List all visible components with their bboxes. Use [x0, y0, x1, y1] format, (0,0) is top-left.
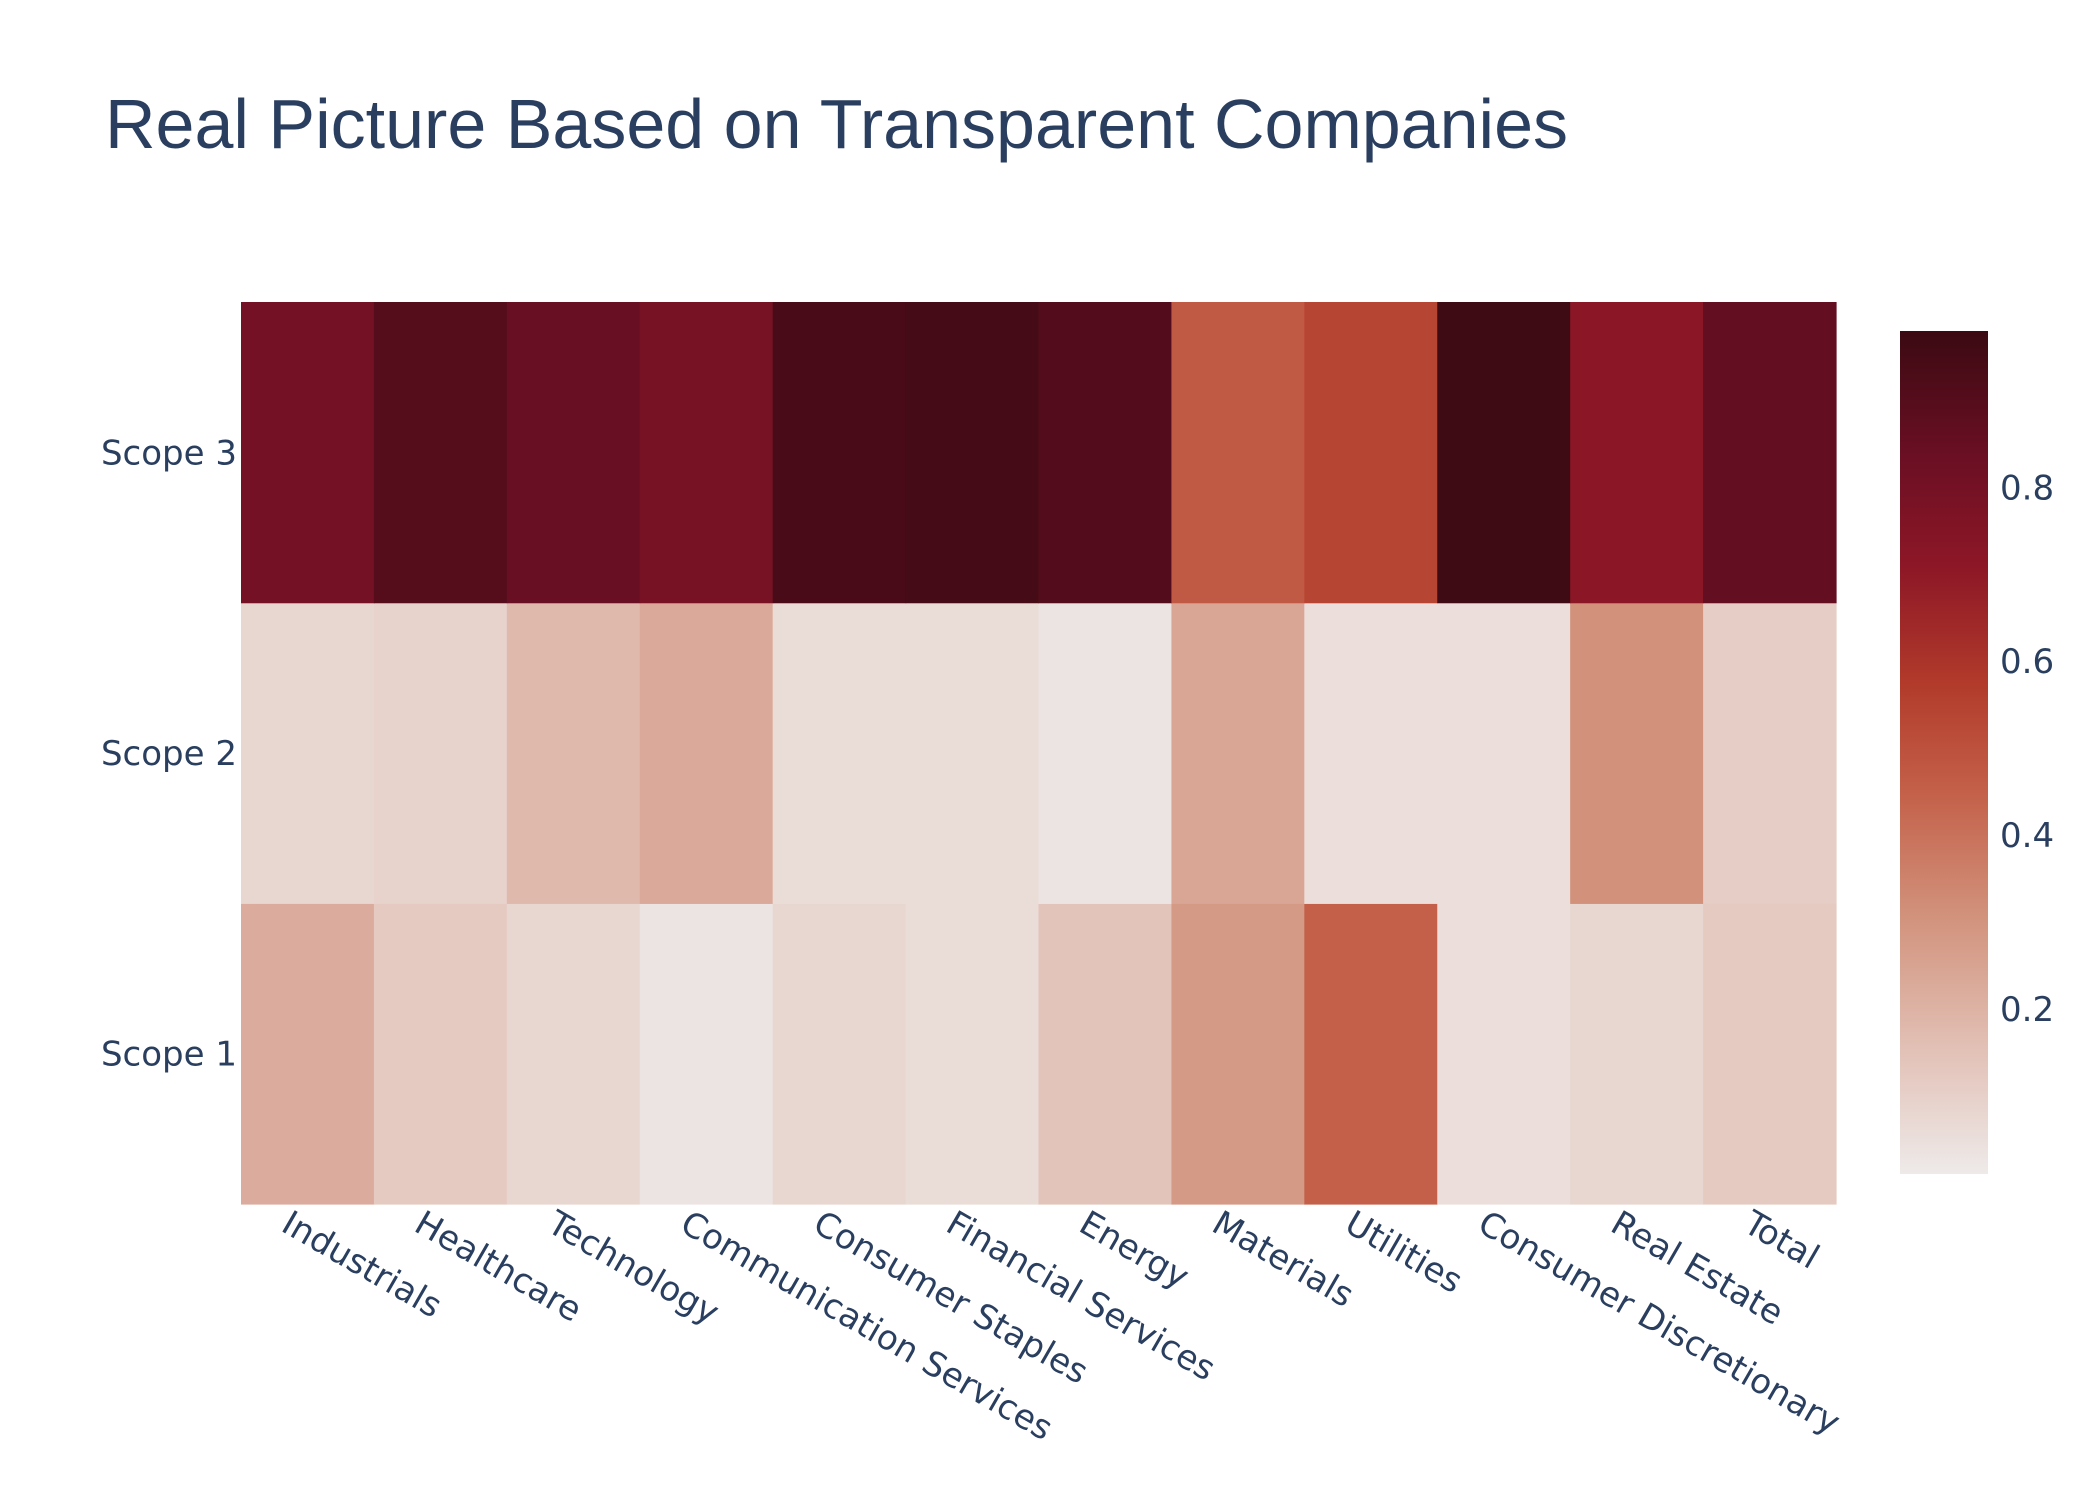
- heatmap-cell: [772, 903, 907, 1205]
- colorbar-gradient: [1900, 331, 1988, 1174]
- heatmap-cell: [241, 903, 375, 1205]
- heatmap-cell: [1038, 302, 1173, 604]
- heatmap-cell: [639, 903, 774, 1205]
- heatmap-cell: [1038, 602, 1173, 904]
- heatmap-cell: [1437, 602, 1571, 904]
- heatmap-cell: [373, 903, 508, 1205]
- heatmap-cell: [1703, 302, 1837, 604]
- heatmap-cell: [1570, 903, 1704, 1205]
- heatmap-cell: [639, 602, 774, 904]
- colorbar: 0.2 0.4 0.6 0.8: [1900, 331, 2054, 1174]
- heatmap-cell: [1570, 302, 1704, 604]
- y-tick-label: Scope 3: [101, 433, 237, 473]
- x-axis-labels: IndustrialsHealthcareTechnologyCommunica…: [275, 1203, 1847, 1449]
- colorbar-tick-label: 0.6: [2000, 642, 2054, 682]
- heatmap-cell: [905, 602, 1040, 904]
- x-tick-label: Total: [1736, 1203, 1826, 1278]
- heatmap-cell: [506, 903, 641, 1205]
- x-tick-label: Utilities: [1338, 1203, 1469, 1302]
- heatmap-cell: [1703, 903, 1837, 1205]
- y-tick-label: Scope 1: [101, 1035, 237, 1075]
- heatmap-cell: [373, 602, 508, 904]
- x-tick-label: Materials: [1205, 1203, 1360, 1316]
- heatmap-cell: [506, 602, 641, 904]
- heatmap-cell: [1171, 903, 1305, 1205]
- y-axis-labels: Scope 1 Scope 2 Scope 3: [101, 433, 237, 1074]
- heatmap-cell: [639, 302, 774, 604]
- y-tick-label: Scope 2: [101, 734, 237, 774]
- heatmap-cell: [772, 602, 907, 904]
- colorbar-tick-label: 0.4: [2000, 816, 2054, 856]
- heatmap-cell: [1304, 302, 1438, 604]
- heatmap-cell: [1171, 602, 1305, 904]
- heatmap-cell: [1703, 602, 1837, 904]
- heatmap-cell: [1304, 602, 1438, 904]
- heatmap-cell: [905, 903, 1040, 1205]
- heatmap-cell: [373, 302, 508, 604]
- heatmap-cell: [1570, 602, 1704, 904]
- colorbar-tick-label: 0.2: [2000, 990, 2054, 1030]
- heatmap-cell: [241, 302, 375, 604]
- heatmap-cell: [772, 302, 907, 604]
- heatmap-cells: [241, 302, 1837, 1205]
- heatmap-cell: [1437, 903, 1571, 1205]
- heatmap-cell: [1038, 903, 1173, 1205]
- heatmap-cell: [241, 602, 375, 904]
- colorbar-tick-label: 0.8: [2000, 468, 2054, 508]
- heatmap-cell: [506, 302, 641, 604]
- chart-title: Real Picture Based on Transparent Compan…: [105, 85, 1568, 163]
- heatmap-cell: [905, 302, 1040, 604]
- heatmap-cell: [1437, 302, 1571, 604]
- heatmap-cell: [1304, 903, 1438, 1205]
- heatmap-cell: [1171, 302, 1305, 604]
